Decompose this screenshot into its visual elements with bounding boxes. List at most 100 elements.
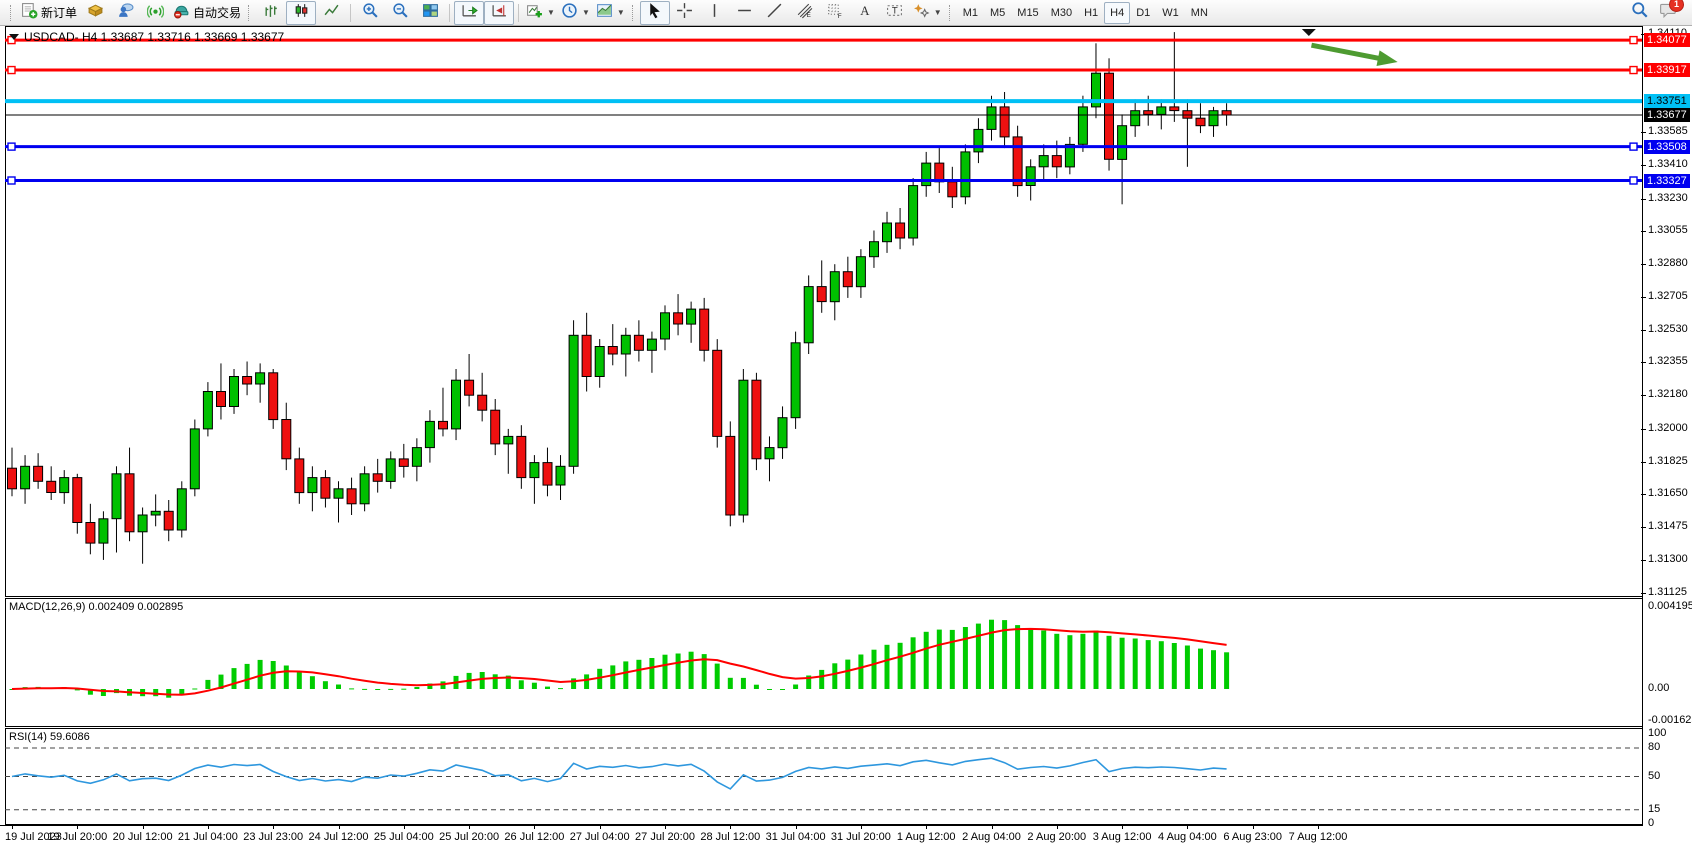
cursor-button[interactable] xyxy=(639,0,670,25)
grid-button[interactable]: F xyxy=(820,1,850,25)
time-tick xyxy=(1122,826,1124,829)
toolbar-grip[interactable] xyxy=(10,4,14,21)
time-tick xyxy=(665,826,666,829)
time-tick xyxy=(77,826,79,829)
chart-menu-triangle-icon[interactable] xyxy=(9,34,19,40)
time-label: 19 Jul 2023 xyxy=(5,831,62,843)
crosshair-button[interactable] xyxy=(670,1,700,25)
time-label: 25 Jul 20:00 xyxy=(439,831,500,843)
candle xyxy=(124,473,135,533)
text-label-button[interactable]: T xyxy=(880,1,910,25)
horizontal-line-1.33327[interactable] xyxy=(5,176,1642,185)
templates-button[interactable]: ▼ xyxy=(593,1,628,25)
zoom-out-button[interactable] xyxy=(385,1,415,25)
toolbar-grip[interactable] xyxy=(248,4,252,21)
macd-histogram xyxy=(9,619,1230,698)
periods-button[interactable]: ▼ xyxy=(558,1,593,25)
horizontal-line-1.33917[interactable] xyxy=(5,65,1642,75)
timeframe-m5[interactable]: M5 xyxy=(990,6,1006,19)
time-tick xyxy=(860,826,862,829)
tile-windows-icon xyxy=(422,2,439,24)
timeframe-w1[interactable]: W1 xyxy=(1162,6,1179,19)
candle xyxy=(1182,110,1193,119)
fibonacci-button[interactable]: E xyxy=(790,1,820,25)
candle xyxy=(255,372,266,385)
candle xyxy=(20,465,31,490)
candle xyxy=(1130,110,1141,127)
candle xyxy=(516,435,527,479)
tile-windows-button[interactable] xyxy=(415,1,445,25)
candle xyxy=(882,222,892,243)
timeframe-m15[interactable]: M15 xyxy=(1017,6,1039,19)
horizontal-line-1.34077[interactable] xyxy=(5,35,1642,45)
time-axis[interactable]: 19 Jul 2023 19 Jul 20:00 20 Jul 12:00 21 Ju… xyxy=(0,825,1643,853)
candle xyxy=(842,271,853,288)
time-tick xyxy=(469,826,471,829)
timeframe-m30[interactable]: M30 xyxy=(1050,6,1073,19)
trendline-button[interactable] xyxy=(760,1,790,25)
market-watch-icon xyxy=(87,2,104,24)
new-order-button[interactable]: 新订单 xyxy=(18,1,80,25)
candle xyxy=(816,286,827,303)
text-button[interactable]: A xyxy=(850,1,880,25)
chart-title-text: USDCAD- H4 1.33687 1.33716 1.33669 1.336… xyxy=(24,30,285,44)
horizontal-line-button[interactable] xyxy=(730,1,760,25)
candle xyxy=(438,420,448,430)
market-watch-button[interactable] xyxy=(80,1,110,25)
candlestick-chart-button[interactable] xyxy=(286,0,317,25)
notifications-button[interactable]: 1 xyxy=(1659,0,1684,24)
mql5-community-button[interactable] xyxy=(110,1,140,25)
candle xyxy=(1025,166,1036,187)
candle xyxy=(673,312,684,325)
timeframe-mn[interactable]: MN xyxy=(1190,6,1208,19)
horizontal-line-1.33508[interactable] xyxy=(5,142,1642,151)
timeframe-d1[interactable]: D1 xyxy=(1136,6,1151,19)
mql5-community-icon xyxy=(117,2,134,24)
candle xyxy=(46,480,57,493)
candle xyxy=(385,458,396,482)
timeframe-h1[interactable]: H1 xyxy=(1084,6,1099,19)
toolbar-grip[interactable] xyxy=(948,4,953,21)
candle xyxy=(712,349,723,437)
candle xyxy=(333,488,344,499)
indicators-button[interactable]: ▼ xyxy=(523,1,558,25)
line-handle xyxy=(1629,142,1638,151)
chart-shift-icon xyxy=(491,2,508,24)
macd-panel[interactable] xyxy=(0,598,1692,728)
signals-button[interactable] xyxy=(140,1,170,25)
toolbar-separator xyxy=(350,3,352,22)
candle xyxy=(829,271,840,303)
price-chart-panel[interactable] xyxy=(0,26,1692,598)
timeframe-h4[interactable]: H4 xyxy=(1104,1,1131,24)
down-triangle-marker[interactable] xyxy=(1301,29,1316,36)
autotrading-button[interactable]: 自动交易 xyxy=(170,1,244,25)
rsi-panel[interactable] xyxy=(0,728,1692,826)
line-chart-button[interactable] xyxy=(316,1,346,25)
time-label: 4 Aug 04:00 xyxy=(1158,831,1217,843)
time-label: 31 Jul 20:00 xyxy=(830,831,891,843)
timeframe-m1[interactable]: M1 xyxy=(962,6,978,19)
autotrading-icon xyxy=(173,2,190,24)
time-tick xyxy=(991,826,993,829)
templates-icon xyxy=(596,2,613,24)
candle xyxy=(85,522,96,544)
crosshair-icon xyxy=(676,2,693,24)
time-label: 2 Aug 04:00 xyxy=(962,831,1021,843)
candle xyxy=(7,467,17,490)
horizontal-line-icon xyxy=(736,2,753,24)
bar-chart-button[interactable] xyxy=(256,1,286,25)
auto-scroll-button[interactable] xyxy=(454,0,485,25)
candle xyxy=(372,473,383,482)
search-icon[interactable] xyxy=(1631,1,1649,24)
toolbar-grip[interactable] xyxy=(631,4,636,21)
candle xyxy=(59,477,70,494)
trend-arrow[interactable] xyxy=(1310,42,1398,67)
arrows-button[interactable]: ▼ xyxy=(910,1,945,25)
time-label: 7 Aug 12:00 xyxy=(1288,831,1348,843)
toolbar-separator xyxy=(449,3,451,22)
zoom-in-button[interactable] xyxy=(355,1,385,25)
vertical-line-button[interactable] xyxy=(700,1,730,25)
candle xyxy=(1156,106,1167,115)
chart-shift-button[interactable] xyxy=(484,0,515,25)
indicators-icon xyxy=(526,2,543,24)
